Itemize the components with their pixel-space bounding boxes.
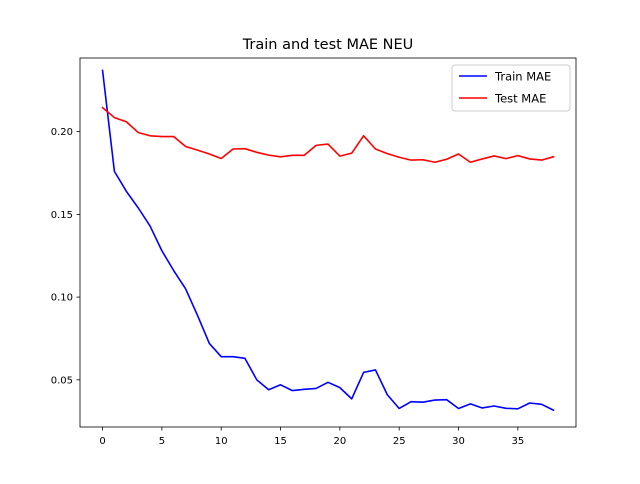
series-line-train-mae — [101, 69, 555, 412]
y-tick-label: 0.10 — [51, 293, 73, 304]
x-tick-label: 0 — [99, 436, 105, 447]
axes-frame — [79, 57, 577, 428]
legend-label: Test MAE — [494, 92, 546, 106]
legend-label: Train MAE — [494, 70, 551, 84]
y-tick-label: 0.20 — [51, 127, 73, 138]
x-tick-label: 35 — [511, 436, 524, 447]
axes: 0 5 10 15 20 25 30 35 0.05 0.10 0.15 0.20 — [51, 57, 577, 447]
y-tick-label: 0.15 — [51, 210, 73, 221]
legend: Train MAE Test MAE — [451, 64, 571, 112]
x-tick-label: 10 — [215, 436, 228, 447]
series-line-test-mae — [101, 106, 555, 164]
x-tick-label: 20 — [333, 436, 346, 447]
y-tick-label: 0.05 — [51, 375, 73, 386]
chart-title: Train and test MAE NEU — [242, 37, 414, 53]
x-tick-label: 5 — [159, 436, 165, 447]
x-tick-label: 30 — [452, 436, 465, 447]
plot-area — [101, 69, 555, 412]
x-tick-label: 25 — [393, 436, 406, 447]
x-tick-label: 15 — [274, 436, 287, 447]
